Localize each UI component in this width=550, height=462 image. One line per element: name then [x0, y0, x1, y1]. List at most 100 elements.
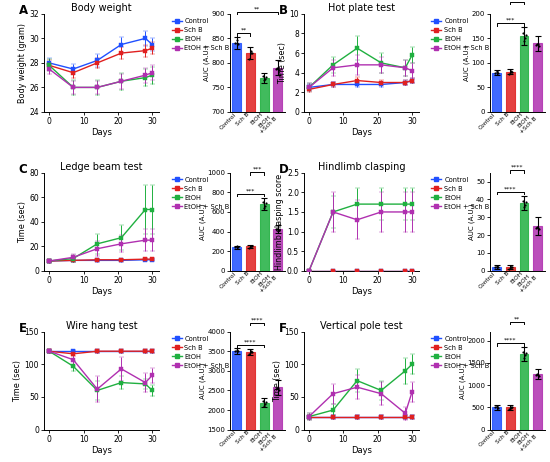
Y-axis label: Time (sec): Time (sec) [278, 42, 287, 84]
Bar [260, 403, 268, 462]
Text: **: ** [514, 316, 520, 321]
Bar [533, 374, 542, 430]
Point [261, 75, 270, 82]
Point [261, 200, 270, 207]
Point [521, 201, 530, 208]
Point [491, 69, 499, 77]
Text: F: F [278, 322, 287, 335]
Point [492, 262, 501, 270]
Title: Body weight: Body weight [72, 3, 132, 13]
Y-axis label: AUC (A.U.): AUC (A.U.) [464, 44, 470, 81]
Point [231, 347, 240, 355]
Point [274, 386, 283, 394]
Text: **: ** [254, 6, 260, 12]
Y-axis label: Time (sec): Time (sec) [18, 201, 26, 243]
Bar [260, 78, 268, 455]
Point [233, 243, 241, 250]
Y-axis label: AUC (A.U.): AUC (A.U.) [199, 203, 206, 240]
Point [274, 67, 283, 74]
Text: ***: *** [252, 167, 262, 172]
Legend: Control, Sch B, EtOH, EtOH + Sch B: Control, Sch B, EtOH, EtOH + Sch B [171, 176, 230, 210]
Point [248, 49, 257, 57]
Bar [273, 229, 282, 271]
Point [507, 404, 516, 411]
X-axis label: Days: Days [91, 128, 112, 137]
Point [258, 198, 267, 206]
Point [244, 55, 253, 62]
Point [261, 399, 270, 406]
Point [260, 204, 268, 212]
Text: ****: **** [504, 338, 516, 343]
Text: A: A [19, 4, 28, 17]
Point [233, 346, 241, 353]
Title: Hot plate test: Hot plate test [328, 3, 395, 13]
Legend: Control, Sch B, EtOH, EtOH + Sch B: Control, Sch B, EtOH, EtOH + Sch B [431, 335, 490, 369]
Point [258, 72, 267, 79]
Title: Ledge beam test: Ledge beam test [60, 162, 143, 172]
Text: D: D [278, 163, 288, 176]
Point [535, 42, 543, 49]
Text: B: B [278, 4, 288, 17]
Point [260, 77, 268, 84]
Legend: Control, Sch B, EtOH, EtOH + Sch B: Control, Sch B, EtOH, EtOH + Sch B [431, 176, 490, 210]
Point [518, 29, 527, 36]
Text: ****: **** [511, 165, 524, 170]
Point [504, 406, 513, 413]
Bar [273, 387, 282, 462]
Text: ****: **** [244, 339, 257, 344]
Y-axis label: AUC (A.U.): AUC (A.U.) [199, 362, 206, 399]
Point [532, 224, 541, 231]
Point [231, 243, 240, 251]
Point [261, 401, 270, 408]
Point [518, 197, 527, 204]
Point [520, 37, 529, 45]
Text: ****: **** [504, 187, 516, 191]
Point [520, 354, 529, 361]
Point [261, 73, 270, 81]
Point [260, 402, 268, 409]
Bar [246, 53, 255, 455]
Point [534, 371, 542, 378]
Point [274, 385, 283, 392]
Point [493, 69, 502, 77]
Point [520, 203, 529, 211]
Point [247, 243, 256, 250]
Point [248, 348, 257, 355]
Y-axis label: AUC (A.U.): AUC (A.U.) [468, 203, 475, 240]
Point [521, 199, 530, 206]
Bar [533, 226, 542, 271]
Y-axis label: AUC (A.U.): AUC (A.U.) [204, 44, 210, 81]
Point [272, 384, 281, 392]
Bar [492, 73, 501, 112]
Point [491, 264, 499, 271]
Legend: Control, Sch B, EtOH, EtOH + Sch B: Control, Sch B, EtOH, EtOH + Sch B [171, 335, 230, 369]
Point [234, 243, 243, 251]
Legend: Control, Sch B, EtOH, EtOH + Sch B: Control, Sch B, EtOH, EtOH + Sch B [171, 17, 230, 52]
Bar [260, 204, 268, 271]
Point [493, 263, 502, 271]
Point [261, 202, 270, 209]
Point [233, 347, 242, 355]
Point [532, 40, 541, 48]
Point [234, 348, 243, 355]
Bar [506, 407, 515, 430]
Point [247, 347, 256, 354]
Point [247, 348, 256, 355]
Title: Hindlimb clasping: Hindlimb clasping [318, 162, 405, 172]
Bar [506, 72, 515, 112]
Bar [246, 246, 255, 271]
Bar [506, 267, 515, 271]
Text: E: E [19, 322, 26, 335]
Point [521, 34, 530, 42]
Text: ****: **** [251, 317, 263, 322]
Point [507, 263, 515, 270]
Point [274, 65, 283, 73]
Point [534, 224, 542, 231]
Point [231, 40, 240, 47]
Point [233, 39, 242, 46]
Point [233, 243, 242, 251]
Point [532, 371, 541, 378]
Text: ***: *** [246, 188, 255, 193]
Point [247, 242, 256, 249]
Point [233, 36, 241, 44]
